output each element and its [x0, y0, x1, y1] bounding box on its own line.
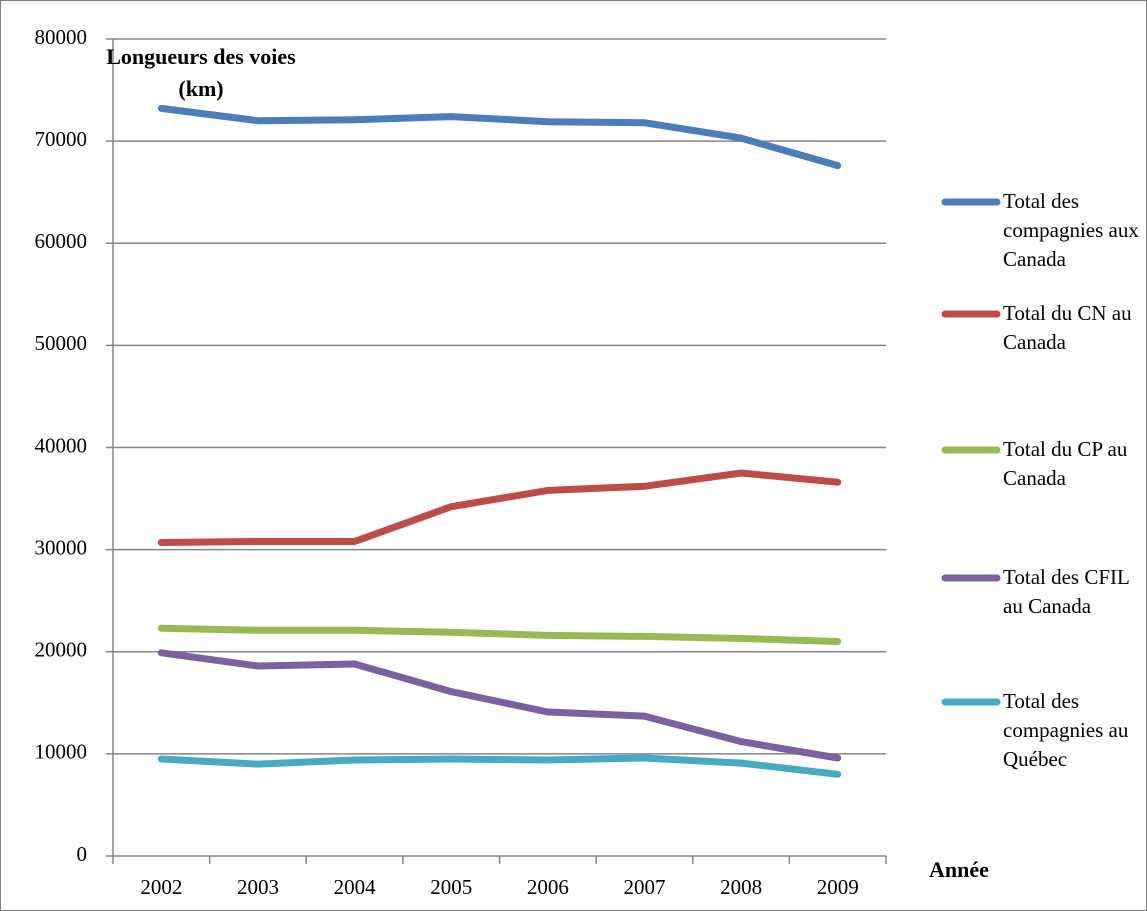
- y-tick-label: 30000: [35, 535, 88, 559]
- series-line: [157, 624, 842, 645]
- y-tick-label: 80000: [35, 25, 88, 49]
- x-tick-label: 2009: [817, 875, 859, 899]
- y-tick-label: 70000: [35, 127, 88, 151]
- y-tick-label: 0: [77, 842, 88, 866]
- series-line: [157, 754, 842, 778]
- legend-label: Total des compagnies aux Canada: [1003, 189, 1139, 271]
- x-tick-label: 2006: [527, 875, 569, 899]
- series-line: [157, 104, 842, 170]
- x-tick-label: 2008: [720, 875, 762, 899]
- y-tick-label: 40000: [35, 433, 88, 457]
- legend-label: Total du CP au Canada: [1003, 437, 1128, 490]
- legend-label: Total des CFIL au Canada: [1003, 565, 1130, 618]
- x-tick-label: 2002: [140, 875, 182, 899]
- y-tick-label: 20000: [35, 638, 88, 662]
- legend-label: Total du CN au Canada: [1003, 301, 1132, 354]
- y-tick-label: 60000: [35, 229, 88, 253]
- series-line: [157, 649, 842, 762]
- x-tick-label: 2003: [237, 875, 279, 899]
- legend-label: Total des compagnies au Québec: [1003, 689, 1129, 771]
- series-line: [157, 469, 842, 546]
- y-tick-label: 10000: [35, 740, 88, 764]
- x-tick-label: 2005: [430, 875, 472, 899]
- y-tick-label: 50000: [35, 331, 88, 355]
- x-tick-label: 2004: [334, 875, 377, 899]
- x-tick-label: 2007: [623, 875, 665, 899]
- y-axis-label: Longueurs des voies (km): [106, 44, 296, 101]
- x-axis-label: Année: [929, 857, 989, 882]
